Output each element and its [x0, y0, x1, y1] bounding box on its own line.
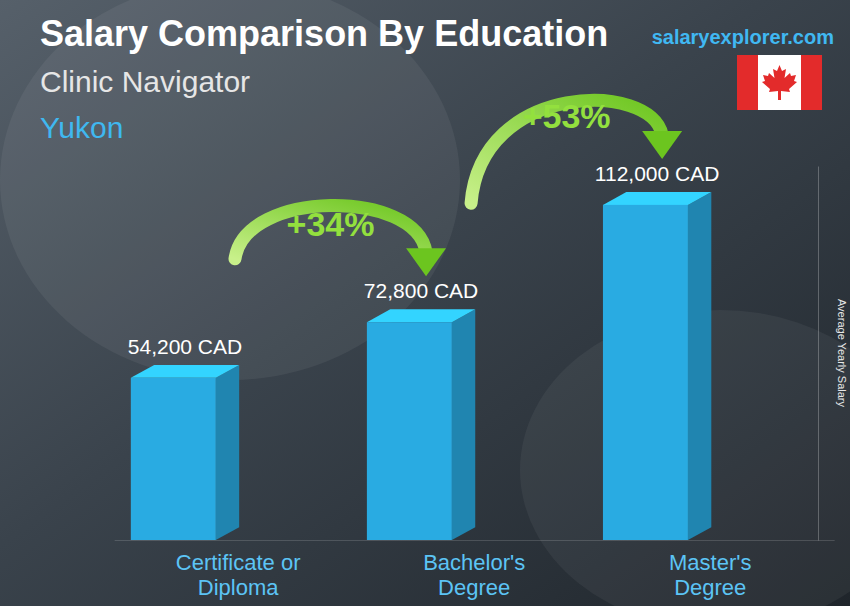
flag-field — [737, 55, 822, 110]
bar-top — [131, 365, 239, 378]
flag — [737, 55, 822, 110]
x-tick-label: Bachelor'sDegree — [423, 550, 525, 600]
chart-container: Salary Comparison By Education Clinic Nav… — [0, 0, 850, 606]
source: salaryexplorer.com — [652, 26, 834, 48]
arrow-head — [406, 248, 446, 276]
region: Yukon — [40, 111, 123, 144]
bar-side — [452, 309, 475, 540]
bar-side — [688, 192, 711, 540]
bar-top — [603, 192, 711, 205]
x-tick-label: Master'sDegree — [669, 550, 751, 600]
x-axis-line — [115, 540, 835, 541]
change-arrow — [235, 205, 446, 276]
change-label: +53% — [523, 97, 611, 135]
y-axis-line — [818, 167, 819, 541]
subtitle: Clinic Navigator — [40, 65, 250, 98]
x-tick: Certificate orDiploma — [176, 540, 301, 600]
y-axis — [818, 167, 819, 541]
change-label: +34% — [287, 205, 375, 243]
title: Salary Comparison By Education — [40, 13, 608, 54]
bar-group — [367, 309, 475, 540]
bar-side — [216, 365, 239, 540]
x-tick-label: Certificate orDiploma — [176, 550, 301, 600]
bar-top — [367, 309, 475, 322]
y-axis-title: Average Yearly Salary — [836, 299, 848, 408]
x-tick: Bachelor'sDegree — [423, 540, 525, 600]
arrow-head — [642, 131, 682, 159]
flag-band — [801, 55, 822, 110]
bar — [603, 205, 688, 540]
bars — [131, 192, 711, 540]
bar — [367, 322, 452, 540]
bar-group — [131, 365, 239, 540]
arrow-shaft — [235, 205, 426, 258]
data-label: 112,000 CAD — [595, 162, 720, 185]
flag-leaf — [762, 65, 797, 100]
x-tick: Master'sDegree — [669, 540, 751, 600]
bar-group — [603, 192, 711, 540]
chart-svg: Salary Comparison By Education Clinic Nav… — [0, 0, 850, 606]
x-axis: Certificate orDiploma Bachelor'sDegree Mas… — [115, 540, 835, 600]
data-label: 72,800 CAD — [364, 279, 478, 302]
data-label: 54,200 CAD — [128, 335, 242, 358]
bar — [131, 378, 216, 540]
flag-band — [737, 55, 758, 110]
